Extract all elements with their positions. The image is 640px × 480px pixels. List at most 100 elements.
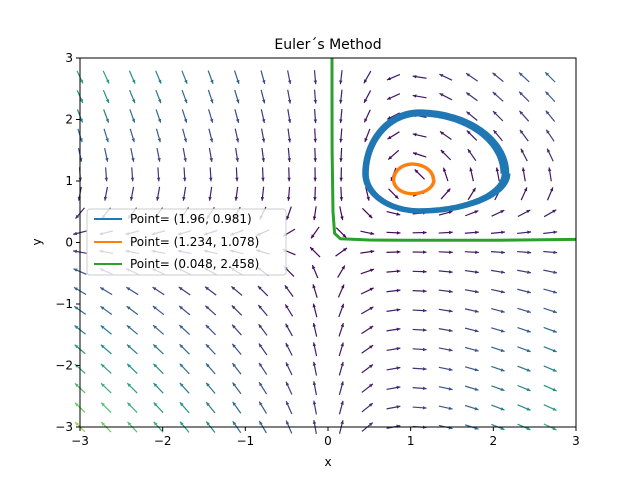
vector-arrowhead: [387, 76, 392, 81]
vector-arrowhead: [388, 155, 393, 160]
vector-arrowhead: [448, 387, 453, 391]
vector-arrowhead: [339, 177, 343, 182]
vector-arrowhead: [131, 99, 136, 104]
vector-arrowhead: [396, 288, 401, 293]
vector-arrowhead: [552, 309, 557, 314]
vector-arrowhead: [439, 74, 444, 78]
vector-arrowhead: [369, 364, 373, 369]
vector-arrowhead: [466, 111, 471, 116]
vector-arrowhead: [340, 420, 344, 425]
vector-arrowhead: [126, 325, 131, 329]
legend-label-0: Point= (1.96, 0.981): [130, 212, 252, 226]
vector-arrowhead: [235, 158, 239, 162]
vector-arrowhead: [422, 347, 427, 352]
vector-arrowhead: [443, 167, 447, 172]
vector-arrowhead: [312, 284, 316, 289]
vector-arrowhead: [131, 118, 136, 123]
vector-arrowhead: [545, 110, 550, 115]
vector-arrowhead: [100, 363, 105, 368]
vector-arrowhead: [236, 79, 240, 84]
vector-arrowhead: [286, 197, 291, 201]
vector-arrowhead: [312, 216, 317, 221]
vector-arrowhead: [412, 133, 417, 137]
vector-arrowhead: [127, 344, 131, 349]
vector-arrowhead: [519, 129, 524, 134]
vector-arrowhead: [448, 328, 453, 333]
vector-arrowhead: [236, 99, 240, 104]
vector-arrowhead: [105, 157, 109, 162]
vector-arrowhead: [232, 382, 237, 387]
vector-arrowhead: [340, 216, 344, 221]
vector-arrowhead: [157, 138, 161, 143]
vector-arrowhead: [286, 401, 290, 406]
vector-arrowhead: [104, 177, 109, 182]
x-tick-label: 1: [407, 434, 415, 448]
vector-arrowhead: [339, 158, 343, 162]
vector-arrowhead: [422, 269, 427, 274]
vector-arrowhead: [519, 110, 524, 115]
vector-arrowhead: [526, 426, 531, 430]
vector-arrowhead: [500, 387, 505, 391]
y-tick-label: −3: [55, 420, 73, 434]
vector-arrowhead: [520, 148, 525, 153]
vector-arrowhead: [549, 187, 554, 192]
y-tick-label: 1: [65, 174, 73, 188]
vector-arrowhead: [287, 80, 292, 85]
vector-arrowhead: [261, 138, 266, 143]
vector-arrowhead: [284, 285, 289, 290]
vector-arrowhead: [258, 343, 263, 348]
vector-arrowhead: [552, 387, 557, 392]
vector-arrowhead: [500, 309, 505, 313]
y-tick-label: 3: [65, 51, 73, 65]
vector-arrowhead: [131, 138, 135, 143]
vector-arrowhead: [474, 387, 479, 391]
vector-arrowhead: [500, 329, 505, 333]
vector-arrowhead: [73, 287, 78, 291]
vector-arrowhead: [396, 269, 401, 273]
vector-arrowhead: [342, 248, 347, 252]
vector-arrowhead: [312, 420, 317, 424]
vector-arrowhead: [206, 402, 210, 407]
vector-arrowhead: [368, 422, 373, 427]
vector-arrowhead: [412, 94, 417, 98]
x-tick-label: 0: [324, 434, 332, 448]
vector-arrowhead: [183, 138, 188, 143]
vector-arrowhead: [74, 306, 79, 310]
axis-ticks: −3 −2 −1 0 1 2 3 −3 −2 −1 0 1 2 3: [55, 51, 580, 448]
vector-arrowhead: [474, 210, 479, 214]
vector-arrowhead: [262, 99, 266, 104]
vector-arrowhead: [422, 406, 427, 410]
vector-arrowhead: [475, 250, 479, 255]
vector-arrowhead: [552, 407, 557, 411]
vector-arrowhead: [340, 303, 345, 308]
vector-arrowhead: [422, 289, 427, 293]
vector-arrowhead: [422, 230, 427, 235]
x-tick-label: −1: [236, 434, 254, 448]
vector-arrowhead: [369, 287, 374, 292]
vector-arrowhead: [500, 348, 505, 352]
chart-title: Euler´s Method: [274, 37, 381, 53]
vector-arrowhead: [152, 306, 157, 310]
vector-arrowhead: [184, 99, 188, 104]
vector-arrowhead: [501, 270, 505, 274]
vector-arrowhead: [313, 158, 317, 162]
vector-arrowhead: [74, 402, 79, 407]
vector-arrowhead: [364, 138, 368, 143]
vector-arrowhead: [527, 250, 532, 255]
vector-arrowhead: [285, 304, 289, 309]
vector-arrowhead: [545, 91, 550, 96]
vector-arrowhead: [439, 93, 444, 97]
vector-arrowhead: [553, 250, 558, 255]
vector-arrowhead: [500, 407, 505, 411]
vector-arrowhead: [126, 306, 131, 310]
vector-arrowhead: [552, 209, 557, 214]
vector-arrowhead: [474, 328, 479, 333]
vector-arrowhead: [466, 73, 471, 77]
vector-arrowhead: [312, 265, 316, 270]
vector-arrowhead: [285, 323, 289, 328]
vector-arrowhead: [527, 270, 531, 274]
vector-arrowhead: [205, 324, 210, 329]
vector-arrowhead: [412, 74, 417, 79]
vector-arrowhead: [396, 327, 401, 332]
